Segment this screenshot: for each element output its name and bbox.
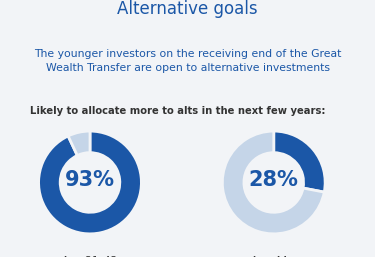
- Wedge shape: [274, 131, 325, 192]
- Text: Age 21–43: Age 21–43: [62, 256, 117, 257]
- Wedge shape: [222, 131, 324, 234]
- Text: Age 44+: Age 44+: [251, 256, 296, 257]
- Text: The younger investors on the receiving end of the Great
Wealth Transfer are open: The younger investors on the receiving e…: [34, 49, 341, 73]
- Text: Alternative goals: Alternative goals: [117, 0, 258, 18]
- Wedge shape: [68, 131, 90, 155]
- Wedge shape: [39, 131, 141, 234]
- Text: 28%: 28%: [249, 170, 298, 190]
- Text: 93%: 93%: [65, 170, 115, 190]
- Text: Likely to allocate more to alts in the next few years:: Likely to allocate more to alts in the n…: [30, 106, 326, 116]
